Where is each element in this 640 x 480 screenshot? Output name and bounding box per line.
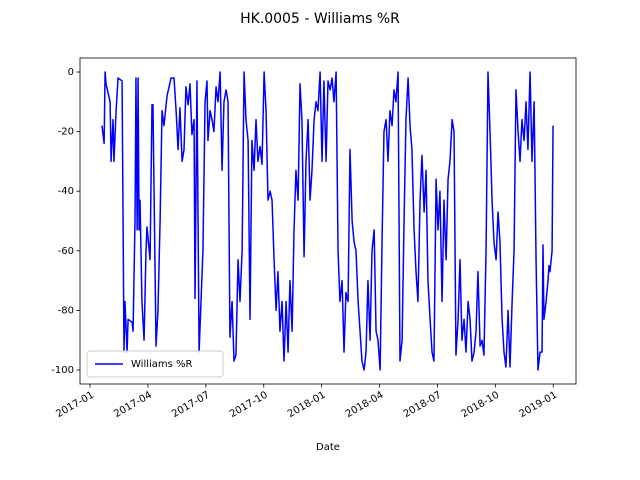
x-tick-label: 2018-04 <box>344 390 386 420</box>
y-tick-label: 0 <box>68 67 74 78</box>
x-tick-label: 2019-01 <box>518 390 560 420</box>
y-tick-label: -40 <box>58 186 74 197</box>
x-tick-label: 2018-07 <box>402 390 444 420</box>
y-tick-label: -100 <box>51 365 74 376</box>
x-tick-label: 2018-01 <box>286 390 328 420</box>
y-tick-label: -20 <box>58 127 74 138</box>
chart-title: HK.0005 - Williams %R <box>240 11 400 27</box>
legend-label: Williams %R <box>131 359 193 370</box>
x-tick-label: 2017-07 <box>170 390 212 420</box>
x-axis-label: Date <box>316 442 340 453</box>
y-tick-label: -60 <box>58 246 74 257</box>
legend-box <box>86 350 224 378</box>
data-line <box>101 71 554 371</box>
x-tick-label: 2017-04 <box>112 390 154 420</box>
x-tick-label: 2017-10 <box>228 390 270 420</box>
x-tick-label: 2018-10 <box>460 390 502 420</box>
legend: Williams %R <box>86 350 224 378</box>
x-tick-label: 2017-01 <box>54 390 96 420</box>
plot-frame <box>79 57 577 385</box>
y-tick-label: -80 <box>58 305 74 316</box>
